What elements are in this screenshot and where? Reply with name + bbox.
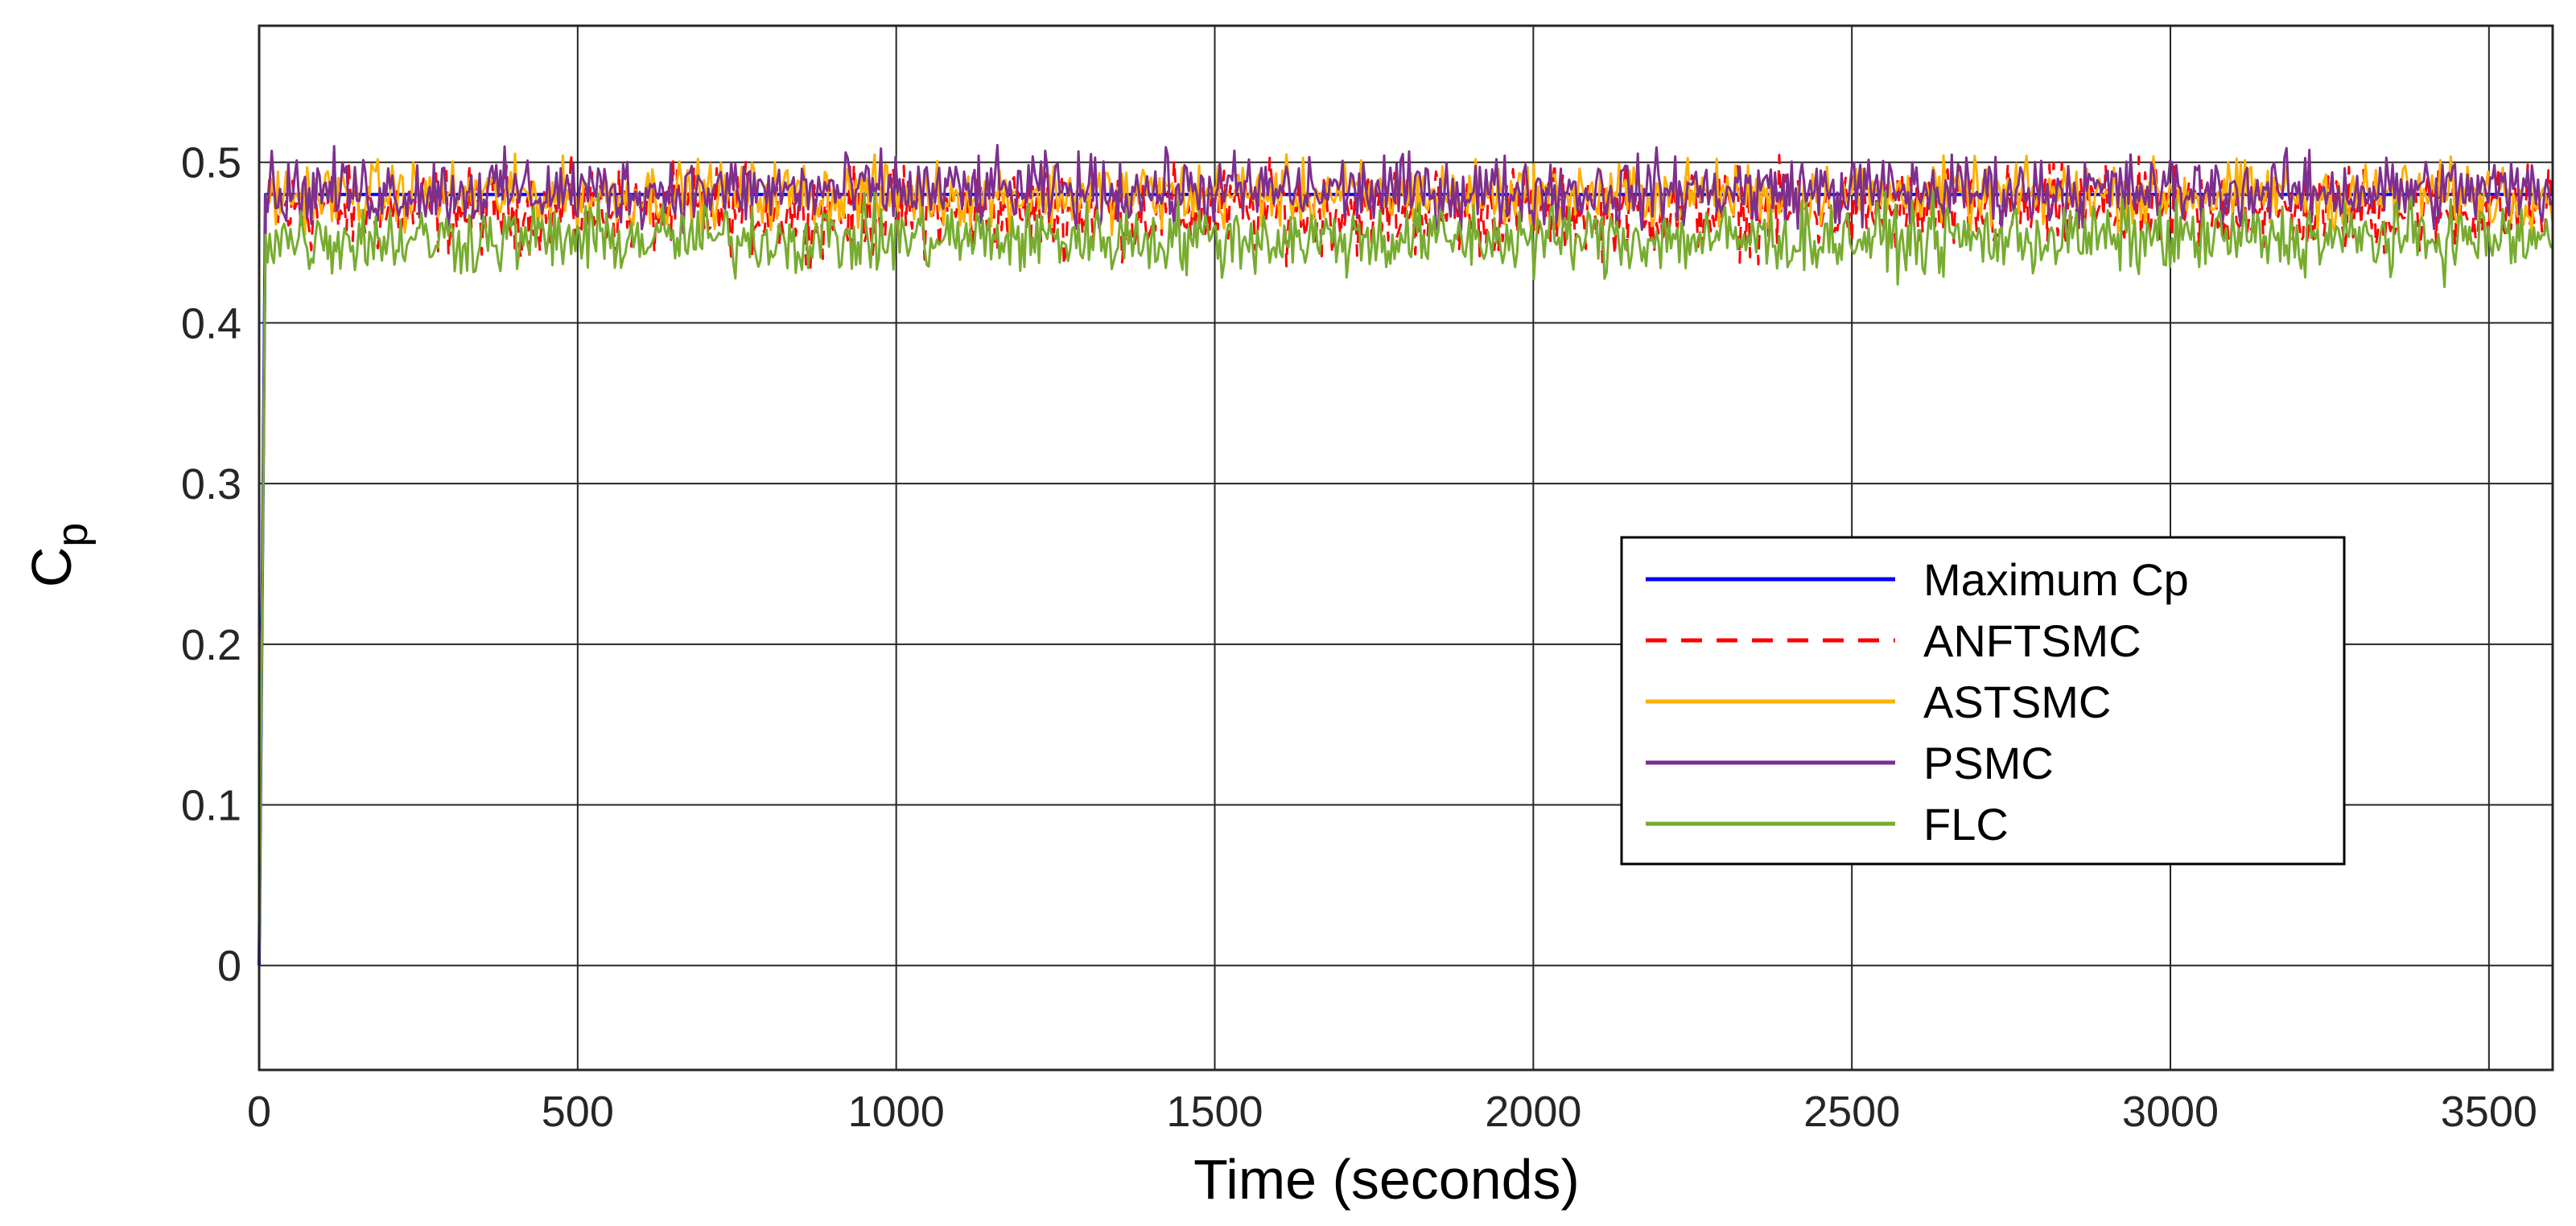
y-axis-ticks: 0 0.1 0.2 0.3 0.4 0.5 [181, 139, 241, 990]
x-axis-label: Time (seconds) [1193, 1148, 1580, 1211]
series-line-psmc [258, 143, 2553, 966]
legend-label-flc: FLC [1923, 799, 2009, 850]
x-tick-label: 0 [247, 1088, 271, 1136]
y-tick-label: 0.5 [181, 139, 241, 187]
y-axis-label-subscript: p [48, 523, 97, 547]
legend-label-astsmc: ASTSMC [1923, 677, 2111, 727]
y-tick-label: 0.4 [181, 299, 241, 348]
x-tick-label: 1000 [848, 1088, 945, 1136]
y-axis-label: Cp [20, 523, 97, 588]
legend-label-psmc: PSMC [1923, 738, 2054, 788]
legend-label-maximum-cp: Maximum Cp [1923, 554, 2189, 605]
x-tick-label: 3000 [2122, 1088, 2219, 1136]
x-axis-ticks: 0 500 1000 1500 2000 2500 3000 3500 [247, 1088, 2537, 1136]
x-tick-label: 3500 [2441, 1088, 2537, 1136]
x-tick-label: 1500 [1166, 1088, 1263, 1136]
x-tick-label: 2500 [1803, 1088, 1900, 1136]
y-tick-label: 0.3 [181, 460, 241, 508]
y-tick-label: 0.2 [181, 621, 241, 669]
x-tick-label: 500 [542, 1088, 614, 1136]
series-line-flc [258, 190, 2554, 966]
legend-label-anftsmc: ANFTSMC [1923, 615, 2141, 666]
y-tick-label: 0.1 [181, 782, 241, 830]
x-tick-label: 2000 [1485, 1088, 1581, 1136]
y-axis-label-main: C [20, 547, 83, 588]
axes-box [258, 24, 2554, 1072]
legend: Maximum Cp ANFTSMC ASTSMC PSMC FLC [1620, 536, 2346, 866]
series-layer [258, 143, 2554, 966]
y-tick-label: 0 [217, 942, 241, 990]
